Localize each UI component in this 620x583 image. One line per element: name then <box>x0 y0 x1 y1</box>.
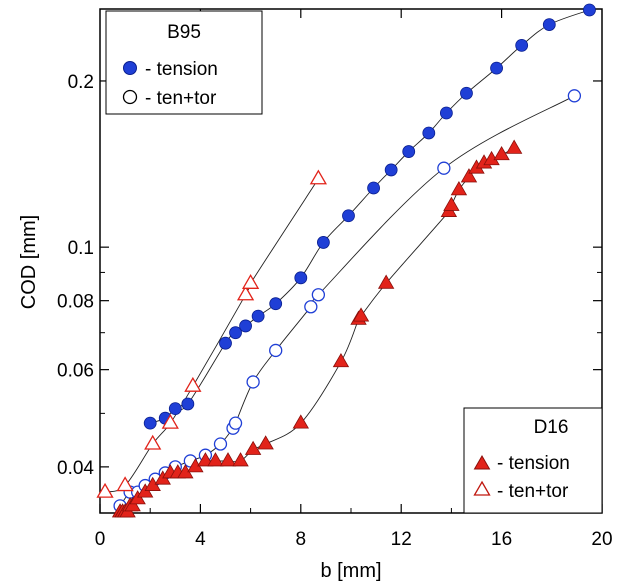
b95-tension-point <box>543 19 555 31</box>
legend-b95: B95 - tension - ten+tor <box>106 11 262 114</box>
d16-ten-tor-point <box>185 378 200 391</box>
b95-tension-point <box>317 236 329 248</box>
b95-ten-tor-point <box>214 438 226 450</box>
d16-tension-point <box>451 182 466 195</box>
d16-tension-point <box>507 140 522 153</box>
b95-tension-point <box>182 398 194 410</box>
b95-tension-point <box>403 146 415 158</box>
b95-tension-point <box>385 164 397 176</box>
legend-d16-tentor-label: - ten+tor <box>497 481 569 502</box>
y-tick-label: 0.06 <box>57 361 94 382</box>
b95-tension-point <box>583 4 595 16</box>
legend-b95-tension-label: - tension <box>145 59 218 80</box>
y-axis-label: COD [mm] <box>18 215 40 309</box>
x-tick-label: 20 <box>591 529 612 550</box>
b95-ten-tor-point <box>230 417 242 429</box>
d16-tension-point <box>258 436 273 449</box>
d16-ten-tor-curve <box>105 179 318 492</box>
legend-b95-tentor-label: - ten+tor <box>145 88 217 109</box>
b95-tension-point <box>342 210 354 222</box>
x-axis-label: b [mm] <box>320 560 381 582</box>
b95-tension-point <box>144 417 156 429</box>
b95-tension-point <box>491 62 503 74</box>
d16-tension-point <box>221 453 236 466</box>
legend-b95-title: B95 <box>167 22 201 43</box>
b95-ten-tor-point <box>438 162 450 174</box>
b95-tension-point <box>423 127 435 139</box>
d16-tension-point <box>354 308 369 321</box>
b95-tension-point <box>368 182 380 194</box>
b95-tension-point <box>516 39 528 51</box>
b95-ten-tor-point <box>270 344 282 356</box>
d16-ten-tor-point <box>311 171 326 184</box>
d16-ten-tor-point <box>243 275 258 288</box>
legend-b95-tension-marker <box>124 62 137 75</box>
b95-tension-point <box>460 87 472 99</box>
y-tick-label: 0.04 <box>57 458 94 479</box>
b95-ten-tor-point <box>568 90 580 102</box>
b95-ten-tor-point <box>247 376 259 388</box>
b95-tension-point <box>220 337 232 349</box>
b95-tension-point <box>440 107 452 119</box>
b95-tension-point <box>169 403 181 415</box>
y-tick-label: 0.1 <box>68 238 94 259</box>
legend-d16: D16 - tension - ten+tor <box>464 408 602 513</box>
x-tick-label: 8 <box>296 529 307 550</box>
legend-d16-tension-label: - tension <box>497 453 570 474</box>
x-tick-label: 4 <box>195 529 206 550</box>
legend-b95-tentor-marker <box>124 91 137 104</box>
y-tick-label: 0.2 <box>68 72 94 93</box>
y-tick-label: 0.08 <box>57 292 94 313</box>
b95-tension-point <box>252 310 264 322</box>
b95-ten-tor-point <box>312 289 324 301</box>
d16-tension-point <box>444 197 459 210</box>
legend-d16-title: D16 <box>534 417 569 438</box>
b95-tension-point <box>240 320 252 332</box>
b95-ten-tor-point <box>305 301 317 313</box>
b95-tension-point <box>295 272 307 284</box>
x-tick-label: 12 <box>391 529 412 550</box>
x-tick-label: 16 <box>491 529 512 550</box>
d16-tension-point <box>333 354 348 367</box>
x-tick-label: 0 <box>95 529 106 550</box>
b95-tension-point <box>270 298 282 310</box>
